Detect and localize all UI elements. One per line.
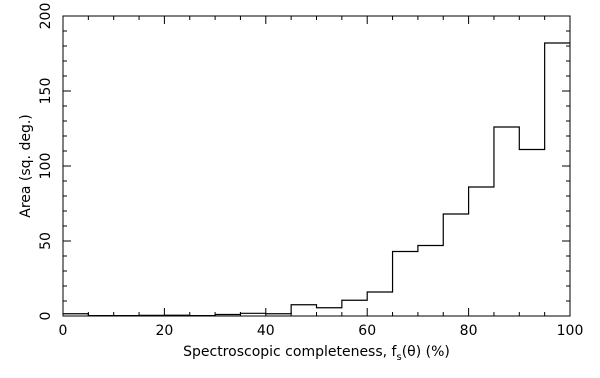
histogram-bin-18 xyxy=(519,150,544,317)
histogram-bin-19 xyxy=(545,43,570,316)
y-tick-label: 0 xyxy=(38,312,54,321)
histogram-bin-16 xyxy=(469,187,494,316)
x-axis-label: Spectroscopic completeness, fs(θ) (%) xyxy=(183,344,450,363)
x-tick-label: 100 xyxy=(557,323,584,339)
y-axis-ticks: 0 50 100 150 200 xyxy=(38,3,570,321)
y-tick-label: 150 xyxy=(38,78,54,105)
histogram-bin-9 xyxy=(291,305,316,316)
x-tick-label: 20 xyxy=(155,323,173,339)
x-tick-label: 60 xyxy=(358,323,376,339)
histogram-bin-14 xyxy=(418,246,443,317)
y-axis-label: Area (sq. deg.) xyxy=(18,114,34,218)
x-axis-ticks: 0 20 40 60 80 100 xyxy=(59,16,584,339)
histogram-bin-17 xyxy=(494,127,519,316)
y-tick-label: 100 xyxy=(38,153,54,180)
x-axis-label-tail: (θ) (%) xyxy=(402,344,450,360)
histogram-bin-15 xyxy=(443,214,468,316)
histogram-bin-11 xyxy=(342,300,367,316)
x-tick-label: 80 xyxy=(460,323,478,339)
histogram-bin-12 xyxy=(367,292,392,316)
x-axis-label-main: Spectroscopic completeness, f xyxy=(183,344,397,360)
x-tick-label: 40 xyxy=(257,323,275,339)
y-tick-label: 200 xyxy=(38,3,54,30)
x-axis-label-subscript: s xyxy=(396,352,401,363)
x-tick-label: 0 xyxy=(59,323,68,339)
y-tick-label: 50 xyxy=(38,232,54,250)
histogram-steps xyxy=(63,42,570,317)
histogram-bin-10 xyxy=(317,308,342,316)
histogram-outline xyxy=(63,42,570,317)
histogram-bin-13 xyxy=(393,252,418,317)
